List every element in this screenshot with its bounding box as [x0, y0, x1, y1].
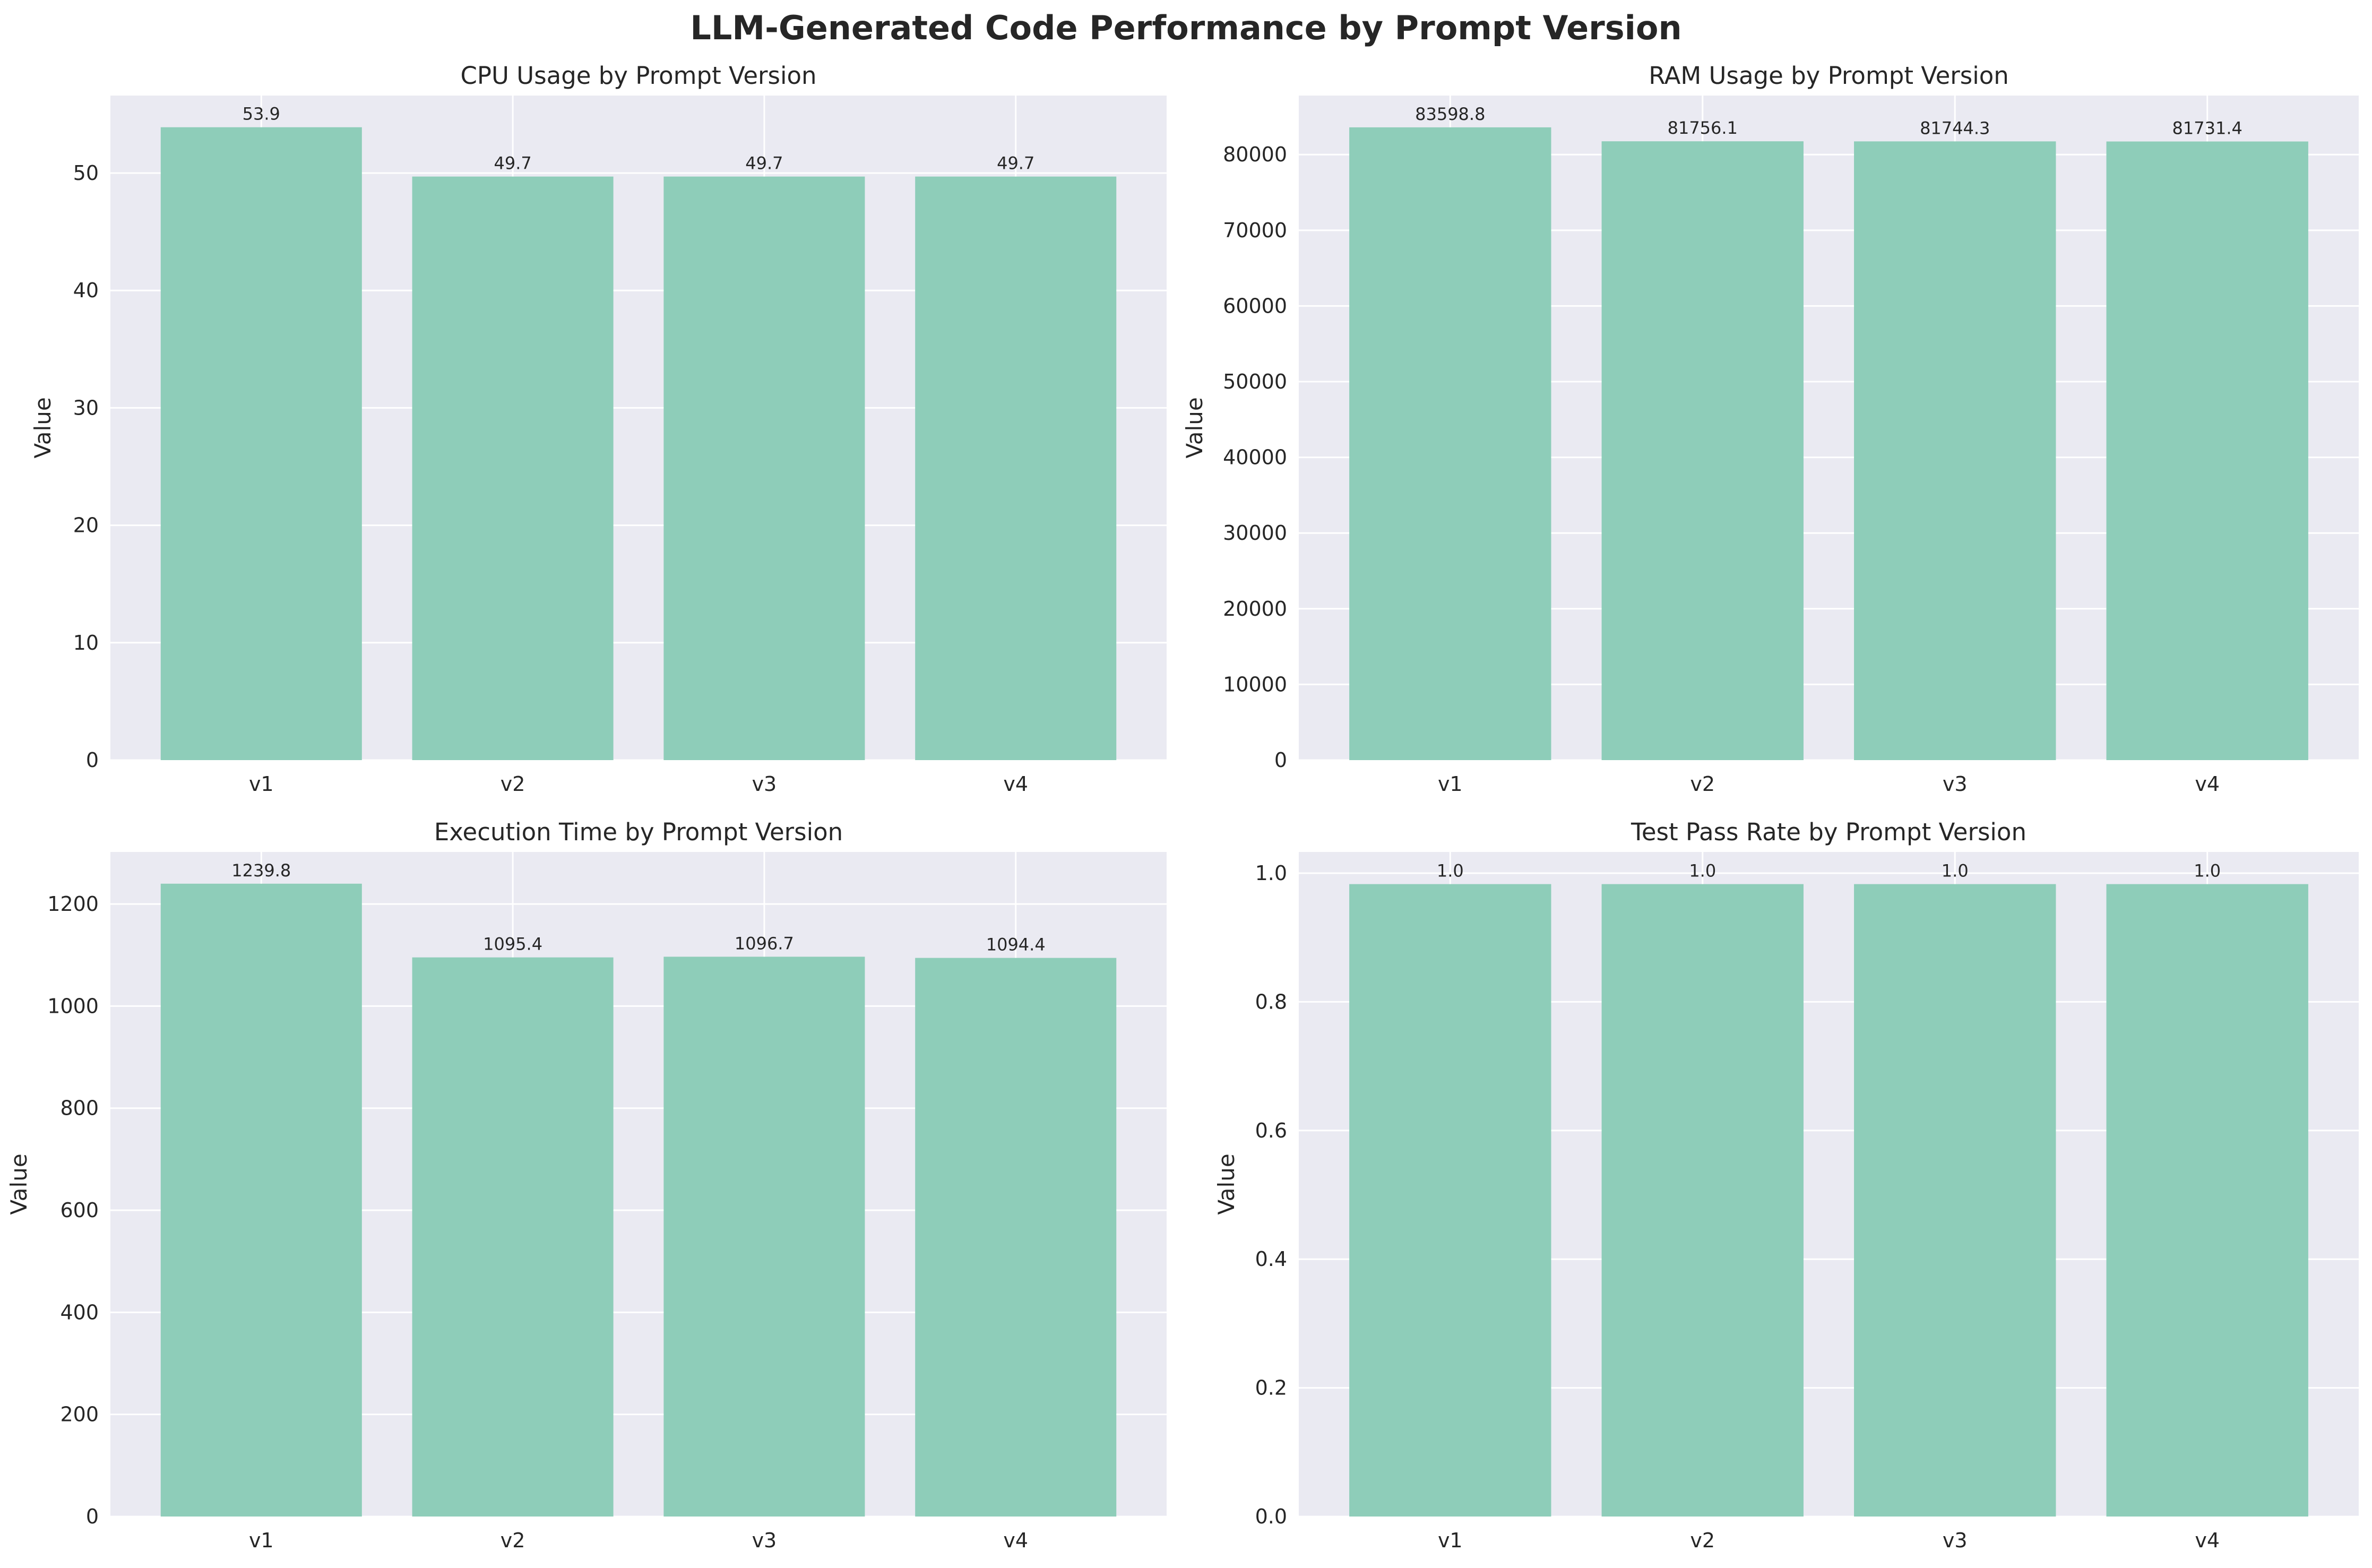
- y-axis-label: Value: [30, 397, 56, 458]
- y-tick-label: 20: [73, 514, 99, 537]
- x-tick-label: v2: [1690, 772, 1715, 796]
- y-tick-label: 10000: [1223, 673, 1287, 696]
- data-label: 1.0: [1689, 861, 1716, 881]
- bar-v2: [412, 957, 614, 1517]
- x-tick-label: v3: [1943, 772, 1968, 796]
- x-tick-label: v1: [1438, 1529, 1463, 1552]
- y-tick-label: 1200: [47, 892, 99, 916]
- y-tick-label: 0: [86, 748, 99, 772]
- bar-v3: [663, 176, 865, 761]
- y-tick-label: 40: [73, 279, 99, 302]
- y-axis-label: Value: [1181, 397, 1207, 458]
- bar-v2: [1601, 884, 1804, 1517]
- panel-title: Execution Time by Prompt Version: [434, 818, 843, 846]
- x-tick-label: v2: [1690, 1529, 1715, 1552]
- y-tick-label: 1.0: [1255, 861, 1287, 885]
- chart-panel-2: 83598.8 81756.1 81744.3 81731.4 0 10000 20000 3…: [1181, 62, 2359, 796]
- bar-v2: [412, 176, 614, 761]
- panel-title: Test Pass Rate by Prompt Version: [1631, 818, 2026, 846]
- y-tick-label: 800: [60, 1097, 99, 1120]
- y-tick-label: 400: [60, 1300, 99, 1324]
- data-label: 1095.4: [483, 934, 542, 954]
- bar-v1: [160, 127, 362, 761]
- x-tick-label: v2: [501, 1529, 525, 1552]
- y-tick-label: 600: [60, 1199, 99, 1222]
- y-tick-label: 200: [60, 1403, 99, 1426]
- y-tick-label: 0.2: [1255, 1376, 1287, 1400]
- x-tick-label: v4: [1003, 772, 1028, 796]
- x-tick-label: v4: [1003, 1529, 1028, 1552]
- data-label: 81756.1: [1668, 118, 1738, 138]
- bar-v1: [1349, 127, 1551, 761]
- y-tick-label: 50000: [1223, 370, 1287, 393]
- x-tick-label: v3: [1943, 1529, 1968, 1552]
- x-tick-label: v2: [501, 772, 525, 796]
- bar-v3: [1854, 141, 2056, 761]
- bar-v1: [160, 883, 362, 1517]
- chart-panel-4: 1.0 1.0 1.0 1.0 0.0 0.2 0.4 0.6 0.8 1.0 v1 v2 v3 v4 Te…: [1213, 818, 2359, 1552]
- panel-title: RAM Usage by Prompt Version: [1649, 62, 2009, 90]
- y-tick-label: 10: [73, 631, 99, 654]
- y-tick-label: 0.8: [1255, 990, 1287, 1013]
- x-tick-label: v1: [249, 772, 274, 796]
- y-tick-label: 50: [73, 161, 99, 185]
- bar-v4: [915, 958, 1117, 1517]
- y-tick-label: 0: [1274, 748, 1287, 772]
- y-tick-label: 0: [86, 1505, 99, 1528]
- y-tick-label: 40000: [1223, 446, 1287, 469]
- bar-v3: [1854, 884, 2056, 1517]
- bar-v4: [2106, 884, 2308, 1517]
- data-label: 1094.4: [986, 935, 1046, 955]
- data-label: 49.7: [745, 153, 783, 174]
- data-label: 83598.8: [1415, 104, 1485, 124]
- x-tick-label: v1: [1438, 772, 1463, 796]
- data-label: 81744.3: [1920, 118, 1990, 138]
- y-tick-label: 70000: [1223, 219, 1287, 242]
- y-tick-label: 20000: [1223, 597, 1287, 621]
- bar-v3: [663, 957, 865, 1517]
- figure-title: LLM-Generated Code Performance by Prompt…: [690, 8, 1682, 47]
- chart-panel-1: 53.9 49.7 49.7 49.7 0 10 20 30 40 50 v1 v2 v3 v4 CPU U…: [30, 62, 1167, 796]
- data-label: 1239.8: [231, 860, 291, 881]
- y-tick-label: 0.0: [1255, 1505, 1287, 1528]
- x-tick-label: v4: [2195, 772, 2220, 796]
- y-axis-label: Value: [1213, 1153, 1239, 1214]
- bar-v4: [2106, 141, 2308, 761]
- y-axis-label: Value: [6, 1153, 32, 1214]
- y-tick-label: 0.4: [1255, 1247, 1287, 1271]
- x-tick-label: v3: [752, 772, 777, 796]
- x-tick-label: v1: [249, 1529, 274, 1552]
- data-label: 49.7: [997, 153, 1034, 174]
- data-label: 1.0: [2194, 861, 2221, 881]
- x-tick-label: v4: [2195, 1529, 2220, 1552]
- y-tick-label: 30: [73, 396, 99, 419]
- data-label: 1.0: [1437, 861, 1464, 881]
- y-tick-label: 0.6: [1255, 1119, 1287, 1142]
- bar-v1: [1349, 884, 1551, 1517]
- y-tick-label: 1000: [47, 994, 99, 1018]
- data-label: 1096.7: [735, 933, 794, 953]
- chart-panel-3: 1239.8 1095.4 1096.7 1094.4 0 200 400 600 800 100…: [6, 818, 1167, 1552]
- bar-v4: [915, 176, 1117, 761]
- data-label: 53.9: [243, 104, 280, 124]
- data-label: 81731.4: [2172, 118, 2242, 139]
- data-label: 1.0: [1942, 861, 1969, 881]
- y-tick-label: 60000: [1223, 294, 1287, 317]
- bar-v2: [1601, 141, 1804, 760]
- y-tick-label: 80000: [1223, 143, 1287, 166]
- panel-title: CPU Usage by Prompt Version: [460, 62, 816, 90]
- x-tick-label: v3: [752, 1529, 777, 1552]
- data-label: 49.7: [494, 153, 531, 174]
- y-tick-label: 30000: [1223, 521, 1287, 545]
